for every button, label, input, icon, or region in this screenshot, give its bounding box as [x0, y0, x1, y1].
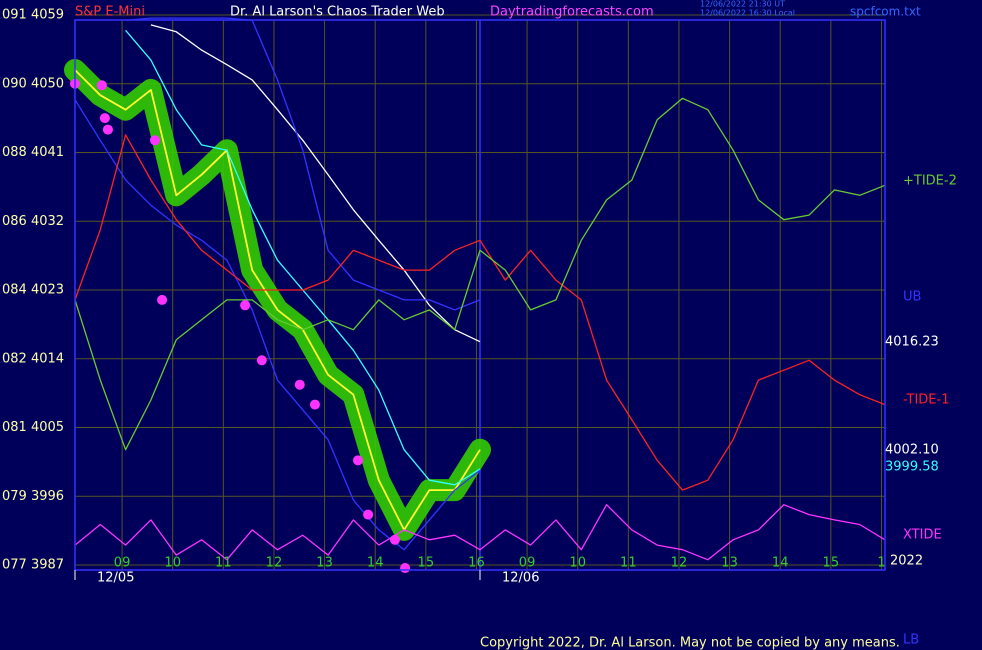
series-name: -TIDE-1 — [903, 393, 949, 408]
y-tick-label: 082 4014 — [2, 351, 64, 366]
x-tick-label: 11 — [215, 556, 232, 571]
date-label: 12/06 — [502, 571, 539, 586]
timestamp: 12/06/2022 16:30 Local — [700, 9, 795, 18]
y-tick-label: 091 4059 — [2, 8, 64, 23]
series-name: LB — [903, 633, 919, 648]
series-line — [74, 134, 886, 491]
marker-dot — [96, 80, 107, 91]
y-tick-label: 084 4023 — [2, 283, 64, 298]
x-tick-label: 12 — [266, 556, 283, 571]
x-tick-label: 13 — [721, 556, 738, 571]
x-tick-label: 15 — [418, 556, 435, 571]
y-tick-label: 090 4050 — [2, 76, 64, 91]
timestamp: 12/06/2022 21:30 UT — [700, 0, 785, 9]
x-tick-label: 15 — [823, 556, 840, 571]
x-tick-label: 11 — [620, 556, 637, 571]
y-tick-label: 077 3987 — [2, 558, 64, 573]
x-tick-label: 14 — [772, 556, 789, 571]
marker-dot — [352, 455, 363, 466]
x-tick-label: 16 — [468, 556, 485, 571]
y-tick-label: 088 4041 — [2, 145, 64, 160]
marker-dot — [102, 124, 113, 135]
y-tick-label: 086 4032 — [2, 214, 64, 229]
x-tick-label: 1 — [877, 556, 885, 571]
website: Daytradingforecasts.com — [490, 5, 654, 20]
series-name: +TIDE-2 — [903, 174, 957, 189]
instrument: S&P E-Mini — [75, 5, 145, 20]
file-name: spcfcom.txt — [850, 5, 921, 19]
marker-dot — [99, 113, 110, 124]
last-value-label: 4002.10 — [885, 443, 939, 458]
year: 2022 — [890, 554, 923, 569]
plot-marks — [64, 17, 886, 574]
x-tick-label: 10 — [569, 556, 586, 571]
marker-dot — [389, 534, 400, 545]
x-tick-label: 12 — [671, 556, 688, 571]
x-tick-label: 13 — [316, 556, 333, 571]
last-value-label: 3999.58 — [885, 460, 939, 475]
marker-dot — [363, 509, 374, 520]
x-tick-label: 10 — [164, 556, 181, 571]
series-line — [74, 69, 481, 531]
series-line — [74, 97, 886, 451]
marker-dot — [240, 300, 251, 311]
y-tick-label: 079 3996 — [2, 489, 64, 504]
marker-dot — [294, 379, 305, 390]
series-line — [74, 504, 886, 561]
marker-dot — [400, 563, 411, 574]
x-tick-label: 09 — [519, 556, 536, 571]
y-tick-label: 081 4005 — [2, 420, 64, 435]
series-name: UB — [903, 290, 921, 305]
series-line — [74, 99, 481, 551]
x-tick-label: 09 — [114, 556, 131, 571]
series-line — [125, 17, 481, 311]
marker-dot — [157, 294, 168, 305]
series-name: XTIDE — [903, 528, 942, 543]
marker-dot — [149, 135, 160, 146]
x-tick-label: 14 — [367, 556, 384, 571]
marker-dot — [309, 399, 320, 410]
marker-dot — [256, 355, 267, 366]
chart-title: Dr. Al Larson's Chaos Trader Web — [230, 5, 445, 20]
copyright: Copyright 2022, Dr. Al Larson. May not b… — [480, 636, 900, 650]
date-label: 12/05 — [97, 571, 134, 586]
last-value-label: 4016.23 — [885, 335, 939, 350]
